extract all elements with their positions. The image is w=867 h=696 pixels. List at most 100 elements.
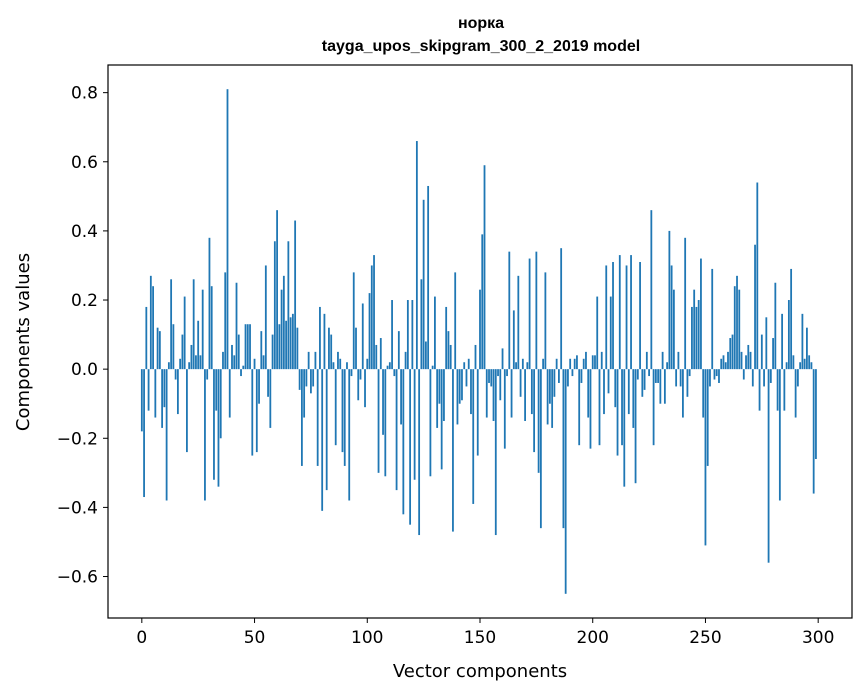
bar xyxy=(654,369,657,383)
bar xyxy=(702,369,705,418)
bar xyxy=(801,313,804,370)
bar xyxy=(271,334,274,370)
bar xyxy=(580,369,583,383)
bar xyxy=(393,369,396,377)
bar xyxy=(769,369,772,383)
bar xyxy=(237,334,240,370)
bar xyxy=(641,369,644,397)
bar xyxy=(558,369,560,383)
bar xyxy=(382,369,384,435)
bar xyxy=(273,241,276,370)
bar xyxy=(438,369,441,404)
bar xyxy=(636,369,639,380)
bar xyxy=(447,331,450,370)
bar xyxy=(562,369,565,529)
bar xyxy=(783,369,786,411)
bar xyxy=(623,369,626,487)
bar xyxy=(697,300,700,370)
bar xyxy=(614,369,617,408)
bar xyxy=(542,358,545,370)
bar xyxy=(291,313,294,370)
bar xyxy=(528,258,531,370)
bar xyxy=(195,355,197,370)
bar xyxy=(634,369,637,484)
x-axis: 0 50 100 150 200 250 300 xyxy=(136,618,834,648)
bar xyxy=(627,369,630,415)
bar xyxy=(357,369,360,401)
bar xyxy=(368,293,371,370)
x-tick-label: 250 xyxy=(689,628,721,648)
bar xyxy=(165,369,168,501)
bar xyxy=(226,89,229,370)
bar xyxy=(140,369,143,432)
bar xyxy=(512,310,515,370)
bar xyxy=(539,369,542,529)
bar xyxy=(476,369,479,456)
bar xyxy=(440,369,443,470)
bar xyxy=(555,358,558,370)
bar xyxy=(709,369,711,387)
bar xyxy=(415,141,418,370)
bar xyxy=(321,369,324,511)
bar xyxy=(294,220,297,370)
bar xyxy=(388,362,391,370)
bar xyxy=(756,182,759,370)
bar xyxy=(663,369,666,404)
bar xyxy=(183,296,186,370)
bar xyxy=(524,369,526,421)
bar xyxy=(307,351,310,370)
bar xyxy=(219,369,222,439)
bar xyxy=(587,369,590,418)
bar xyxy=(235,282,238,370)
bar xyxy=(553,369,556,397)
bar xyxy=(749,351,752,370)
bar xyxy=(431,365,434,370)
bar xyxy=(713,369,716,380)
bar xyxy=(386,365,389,370)
bar xyxy=(312,369,315,387)
bar xyxy=(686,369,689,397)
bar xyxy=(449,344,452,370)
bars-group xyxy=(140,89,817,594)
bar xyxy=(409,369,412,525)
bar xyxy=(630,255,632,370)
bar xyxy=(217,369,220,487)
bar xyxy=(571,369,574,377)
bar xyxy=(174,369,177,380)
bar xyxy=(364,369,366,408)
bar xyxy=(314,351,317,370)
bar xyxy=(781,313,784,370)
bar xyxy=(548,369,551,404)
bar xyxy=(515,362,517,370)
x-tick-label: 300 xyxy=(802,628,834,648)
bar xyxy=(576,355,578,370)
bar xyxy=(605,265,608,370)
bar xyxy=(303,369,306,418)
bar xyxy=(375,344,378,370)
bar xyxy=(260,331,263,370)
bar xyxy=(458,369,461,404)
bar xyxy=(578,369,581,446)
bar xyxy=(600,351,603,370)
bar xyxy=(456,369,459,425)
bar xyxy=(492,369,495,421)
bar xyxy=(715,369,718,377)
y-tick-label: −0.4 xyxy=(57,498,98,518)
bar xyxy=(677,351,680,370)
y-tick-label: 0.4 xyxy=(71,222,98,242)
bar xyxy=(422,199,425,370)
bar xyxy=(255,369,258,453)
bar xyxy=(210,286,213,370)
bar xyxy=(208,237,211,370)
bar xyxy=(564,369,567,594)
bar xyxy=(573,358,576,370)
bar xyxy=(758,369,761,411)
bar xyxy=(300,369,303,466)
bar xyxy=(661,351,664,370)
bar xyxy=(373,255,375,370)
bar xyxy=(328,327,330,370)
bar xyxy=(598,369,601,446)
bar xyxy=(596,296,599,370)
bar xyxy=(585,351,587,370)
